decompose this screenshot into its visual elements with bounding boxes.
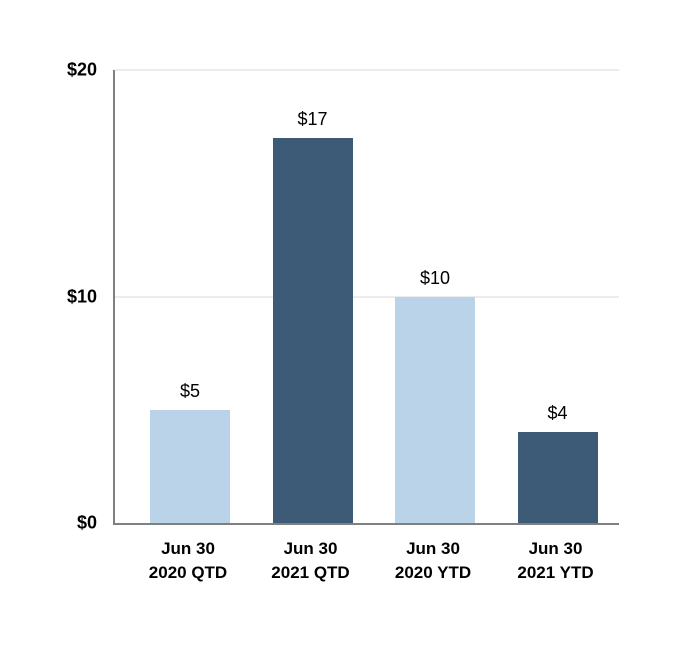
bar bbox=[150, 409, 230, 523]
x-axis-category-label-line: Jun 30 bbox=[161, 539, 215, 558]
bar-value-label: $17 bbox=[297, 108, 328, 129]
bar-value-label: $4 bbox=[547, 403, 568, 424]
x-axis-category-label-line: 2021 YTD bbox=[517, 563, 594, 582]
x-axis-category-label-line: Jun 30 bbox=[406, 539, 460, 558]
bar bbox=[395, 296, 475, 523]
bar bbox=[517, 432, 598, 523]
gridline bbox=[115, 69, 619, 71]
x-axis-category-label-line: 2020 YTD bbox=[394, 563, 472, 582]
bar bbox=[272, 137, 353, 523]
x-axis-category-label-line: 2021 QTD bbox=[271, 563, 350, 582]
gridline bbox=[115, 295, 619, 298]
y-axis-tick-label: $20 bbox=[66, 59, 97, 80]
x-axis-category-label-line: Jun 30 bbox=[528, 539, 583, 558]
x-axis-category-label: Jun 30 2021 QTD bbox=[241, 537, 381, 585]
bar-value-label: $5 bbox=[179, 380, 201, 401]
x-axis-category-label-line: 2020 QTD bbox=[148, 563, 228, 582]
x-axis-category-label: Jun 30 2020 QTD bbox=[118, 537, 258, 585]
y-axis-tick-label: $0 bbox=[76, 512, 97, 533]
bar-value-label: $10 bbox=[419, 267, 451, 288]
y-axis-tick-label: $10 bbox=[66, 286, 97, 306]
x-axis-category-label: Jun 30 2021 YTD bbox=[486, 537, 626, 585]
x-axis-category-label: Jun 30 2020 YTD bbox=[363, 537, 503, 585]
x-axis-category-label-line: Jun 30 bbox=[283, 539, 338, 558]
plot-area: $5 $17 $10 $4 bbox=[113, 69, 619, 525]
